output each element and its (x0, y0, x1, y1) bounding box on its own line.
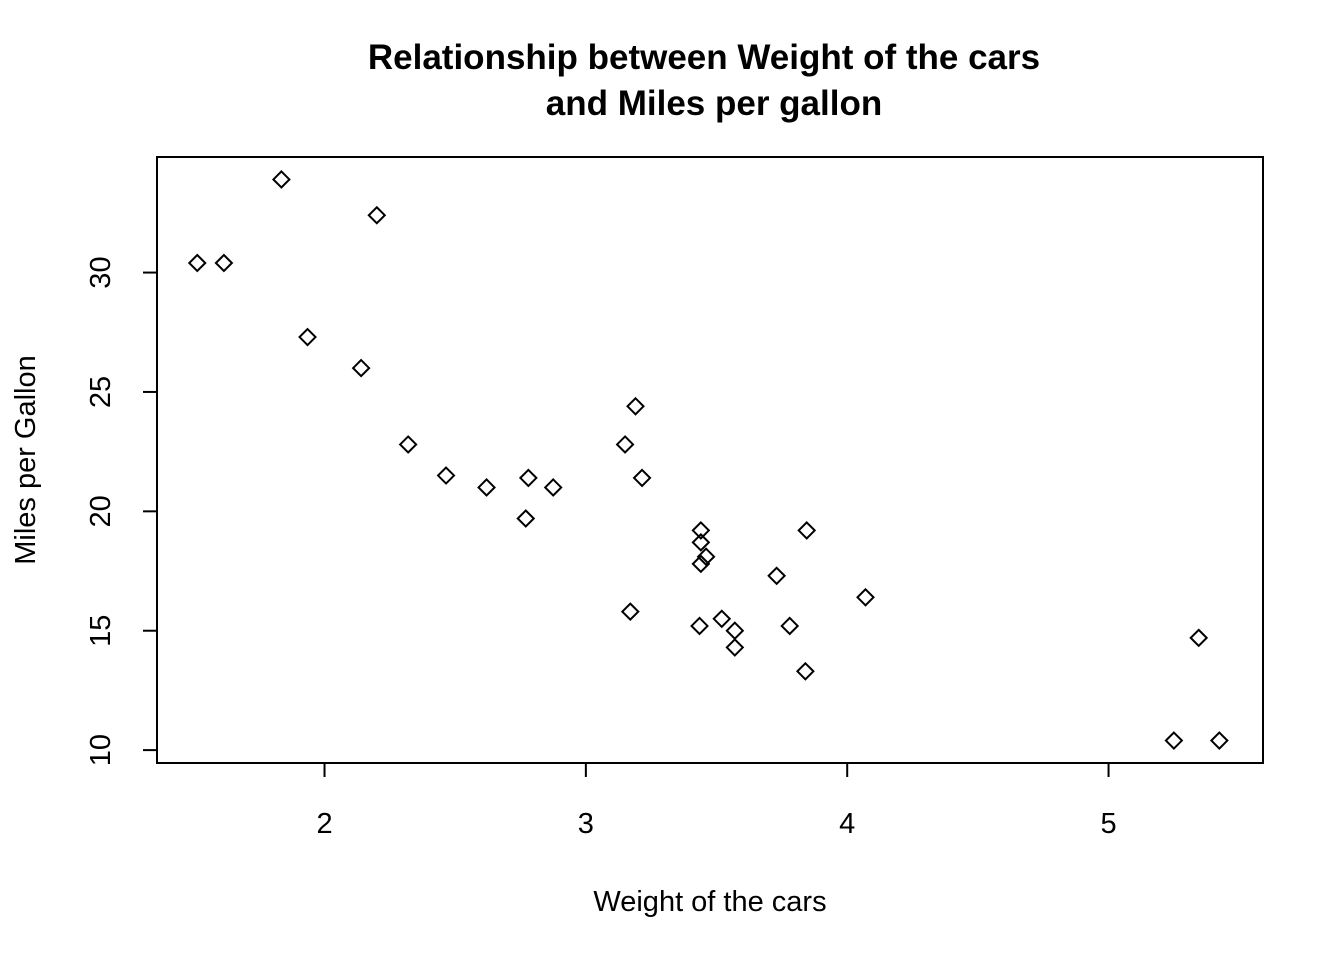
x-tick-label: 5 (1100, 808, 1116, 840)
y-tick-label: 15 (85, 615, 117, 647)
data-point-diamond (518, 468, 538, 488)
data-point-diamond (615, 435, 635, 454)
data-point-diamond (351, 358, 371, 378)
data-point-diamond (725, 638, 745, 657)
chart-title-line-1: Relationship between Weight of the cars (368, 38, 1040, 77)
data-point-diamond (298, 327, 317, 347)
x-axis-label: Weight of the cars (593, 886, 826, 918)
data-point-diamond (797, 521, 817, 540)
data-point-diamond (1189, 628, 1209, 648)
data-point-diamond (780, 616, 800, 636)
y-tick-label: 20 (85, 495, 117, 527)
data-point-diamond (477, 478, 496, 497)
y-axis: 10 15 20 25 30 (85, 256, 158, 766)
data-point-diamond (626, 396, 645, 416)
data-point-diamond (696, 547, 716, 567)
data-point-diamond (367, 205, 387, 225)
y-tick-label: 30 (85, 256, 117, 288)
y-tick-label: 10 (85, 734, 117, 766)
x-tick-label: 2 (316, 808, 332, 840)
data-point-diamond (856, 587, 875, 607)
data-point-diamond (620, 602, 640, 622)
data-point-diamond (691, 554, 711, 574)
data-point-diamond (1164, 731, 1184, 750)
data-point-diamond (712, 609, 732, 629)
data-point-diamond (795, 661, 815, 681)
data-point-diamond (632, 468, 652, 488)
data-point-diamond (691, 521, 711, 540)
data-point-diamond (767, 566, 787, 586)
data-point-diamond (436, 466, 456, 485)
data-point-diamond (271, 170, 291, 189)
data-points (187, 170, 1229, 750)
x-tick-label: 4 (839, 808, 855, 840)
plot-area-frame (156, 156, 1264, 764)
chart-title-line-2: and Miles per gallon (546, 84, 882, 123)
data-point-diamond (398, 435, 418, 454)
data-point-diamond (543, 478, 563, 497)
y-axis-label: Miles per Gallon (10, 355, 42, 565)
data-point-diamond (725, 621, 745, 641)
y-tick-label: 25 (85, 376, 117, 408)
x-axis: 2 3 4 5 (316, 762, 1117, 840)
data-point-diamond (187, 253, 207, 273)
x-tick-label: 3 (578, 808, 594, 840)
data-point-diamond (1209, 731, 1229, 750)
data-point-diamond (516, 509, 536, 528)
data-point-diamond (214, 253, 234, 273)
data-point-diamond (691, 532, 711, 552)
data-point-diamond (690, 616, 709, 636)
